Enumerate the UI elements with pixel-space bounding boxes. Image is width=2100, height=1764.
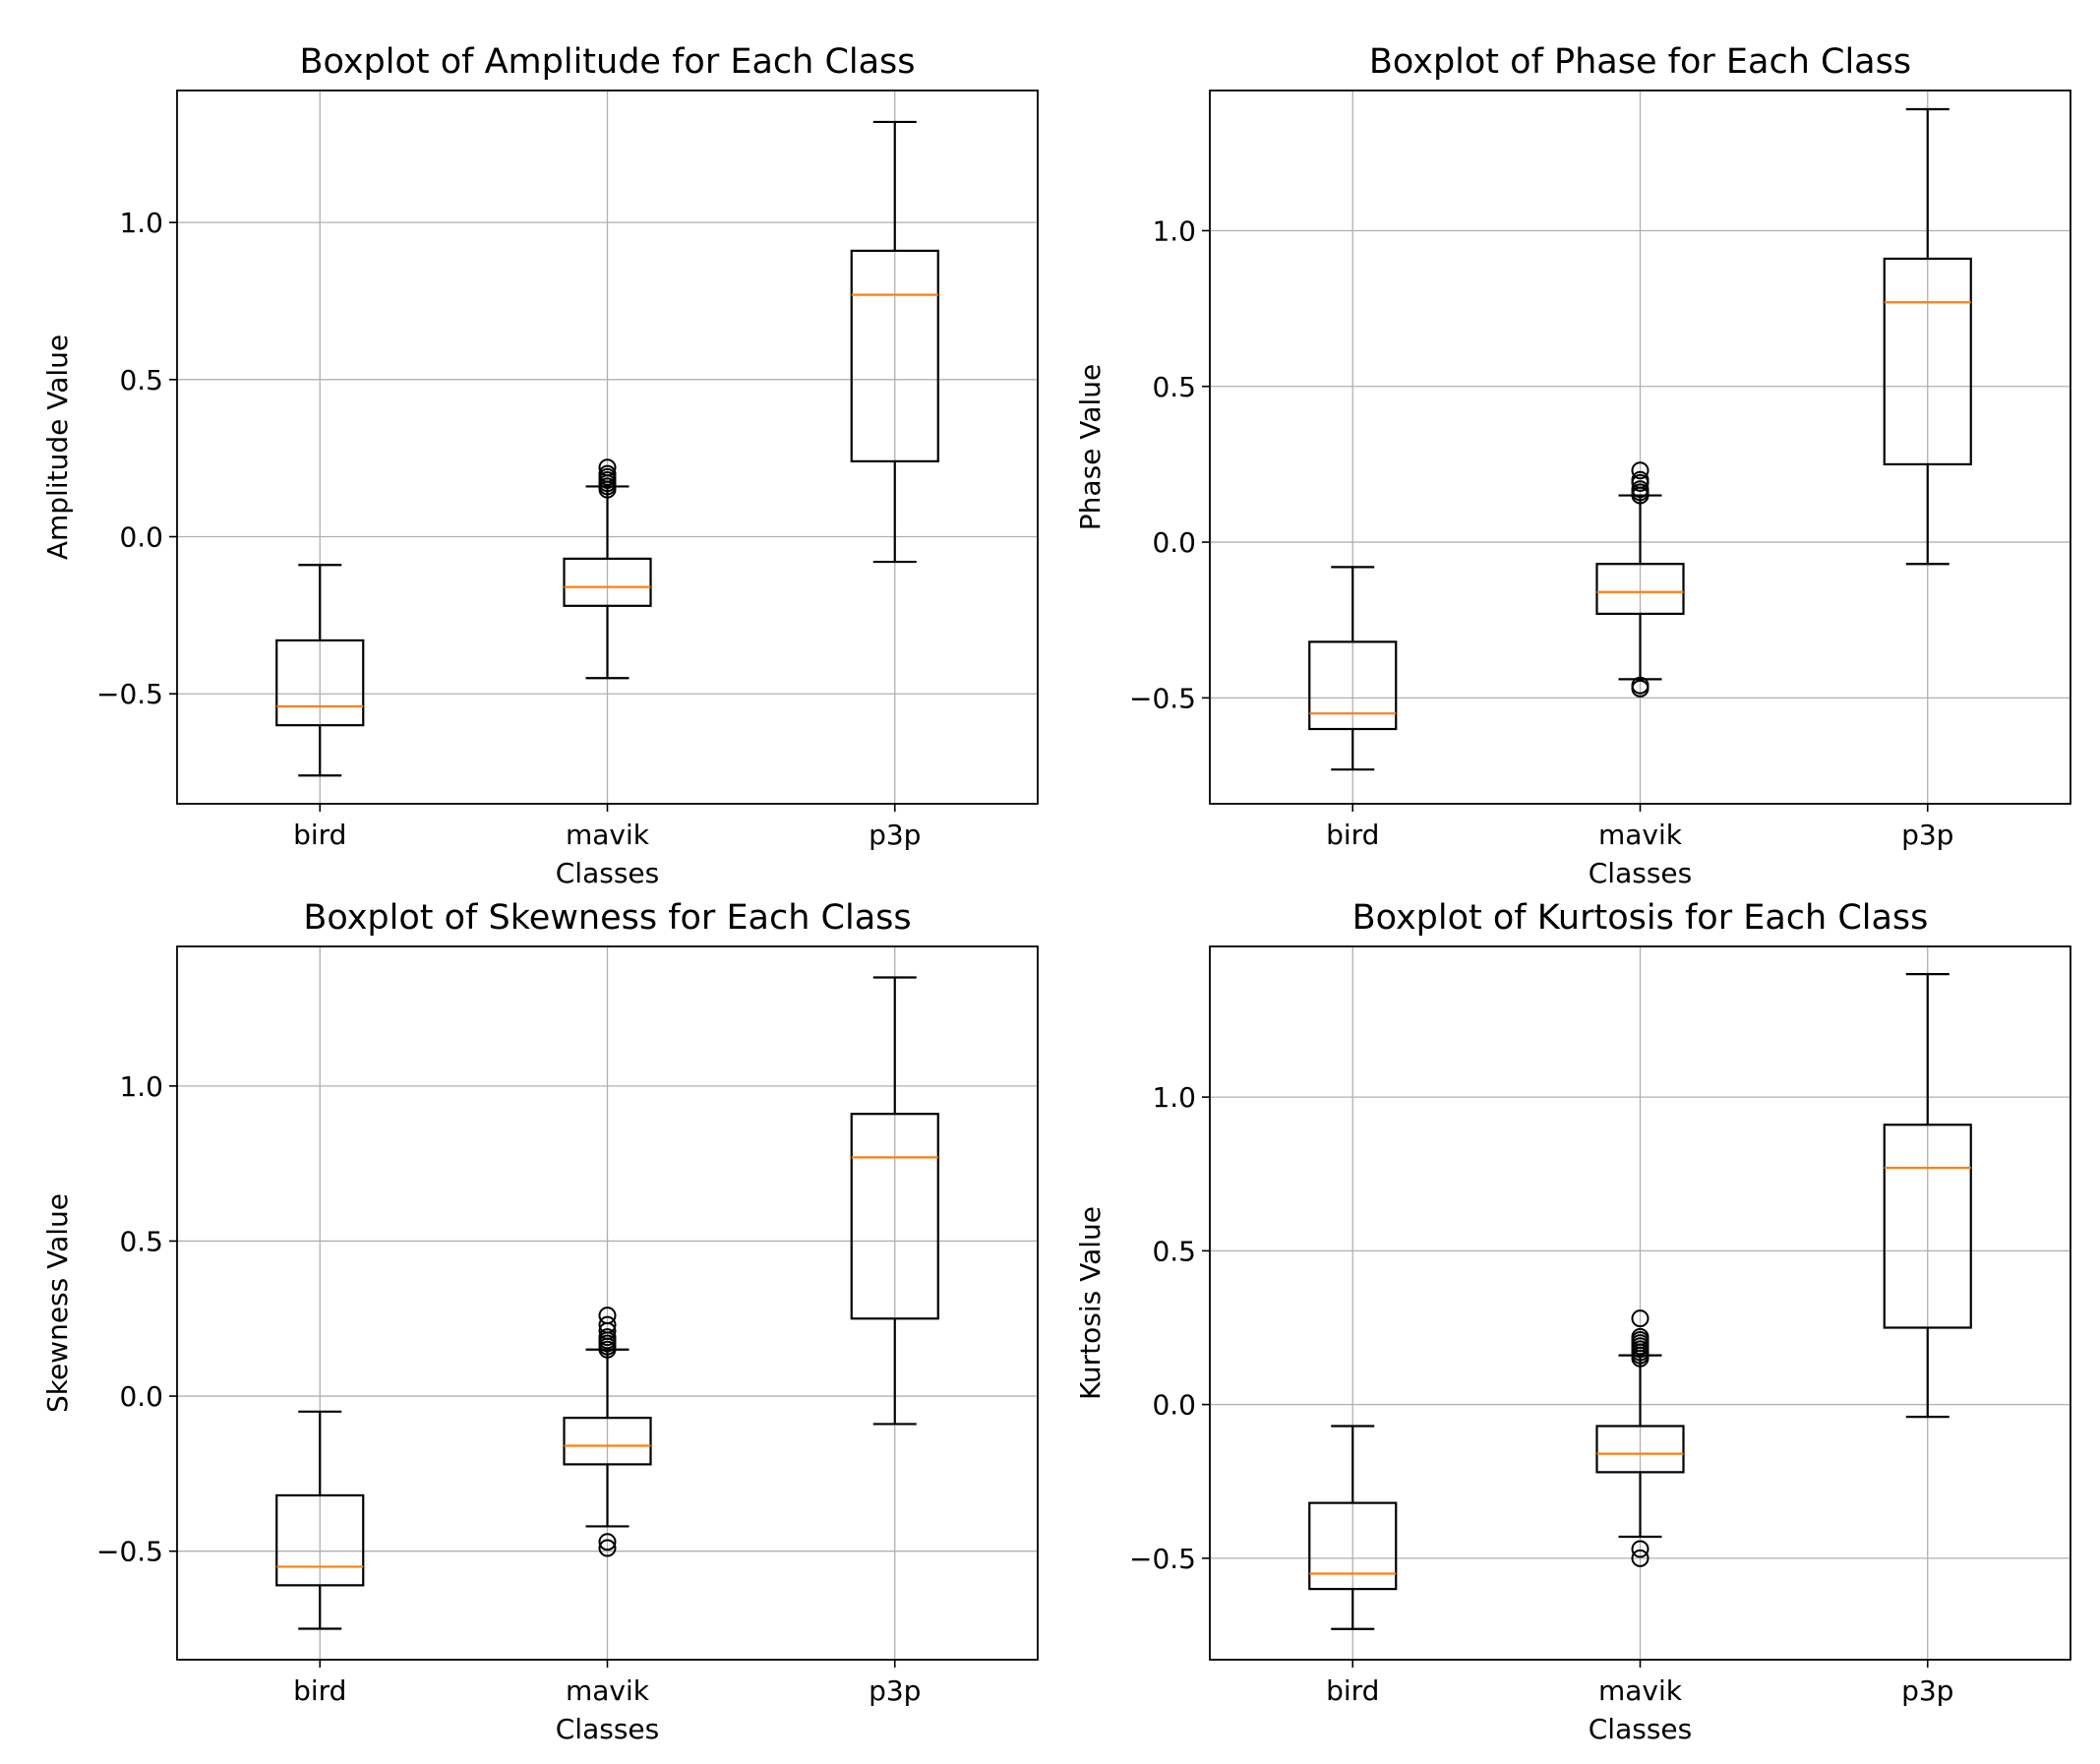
xtick-label: mavik [566, 1674, 650, 1707]
outlier-point [1631, 679, 1650, 698]
ytick-label: 0.5 [1152, 1235, 1196, 1267]
ytick-label: −0.5 [96, 678, 163, 710]
outlier-point [1631, 480, 1650, 499]
outlier-point [1631, 1309, 1650, 1328]
outlier-point [1631, 461, 1650, 480]
ytick-label: −0.5 [1129, 1543, 1196, 1575]
xtick-label: p3p [1901, 819, 1953, 851]
outlier-point [598, 1315, 617, 1334]
xtick-label: bird [293, 819, 346, 851]
iqr-box [563, 1417, 652, 1466]
ytick-label: 1.0 [1152, 214, 1196, 247]
box-p3p [850, 976, 939, 1426]
x-axis-label: Classes [1589, 857, 1692, 889]
xtick-label: mavik [1598, 819, 1683, 851]
xtick-label: mavik [566, 819, 650, 851]
outlier-point [598, 1328, 617, 1347]
ytick-label: 0.5 [119, 1225, 163, 1257]
ytick-label: 1.0 [119, 207, 163, 239]
subplot-3: −0.5 0.0 0.5 1.0 bird mavik p3p Boxplot of Skew… [41, 898, 1039, 1745]
xtick-label: p3p [869, 1674, 921, 1707]
subplot-2: −0.5 0.0 0.5 1.0 bird mavik p3p Boxplot of Phas… [1074, 42, 2071, 889]
iqr-box [1595, 563, 1685, 615]
xtick-label: bird [1326, 819, 1379, 851]
ytick-label: −0.5 [96, 1536, 163, 1568]
iqr-box [1883, 1124, 1972, 1329]
box-mavik [1595, 461, 1685, 698]
iqr-box [1595, 1425, 1685, 1474]
box-bird [1308, 566, 1398, 771]
outlier-point [1631, 1327, 1650, 1346]
iqr-box [275, 1493, 365, 1587]
iqr-box [563, 557, 652, 607]
box-p3p [1883, 107, 1972, 566]
ytick-label: 0.0 [1152, 1389, 1196, 1422]
y-axis-label: Skewness Value [41, 1193, 74, 1413]
subplot-title: Boxplot of Phase for Each Class [1369, 42, 1911, 82]
x-axis-label: Classes [1589, 1713, 1692, 1745]
xtick-label: bird [1326, 1674, 1379, 1707]
box-mavik [563, 1307, 652, 1557]
outlier-point [1631, 1549, 1650, 1567]
subplot-title: Boxplot of Kurtosis for Each Class [1352, 898, 1929, 938]
box-p3p [850, 120, 939, 564]
outlier-point [598, 458, 617, 477]
box-bird [275, 1410, 365, 1630]
outlier-point [1631, 1540, 1650, 1558]
box-bird [1308, 1425, 1398, 1630]
xtick-label: mavik [1598, 1674, 1683, 1707]
outlier-point [598, 1307, 617, 1325]
y-axis-label: Phase Value [1074, 364, 1107, 530]
iqr-box [1308, 640, 1398, 731]
iqr-box [1308, 1501, 1398, 1591]
iqr-box [275, 639, 365, 727]
ytick-label: 0.0 [119, 1380, 163, 1413]
xtick-label: p3p [1901, 1674, 1953, 1707]
ytick-label: 0.0 [119, 521, 163, 554]
outlier-point [1631, 470, 1650, 489]
ytick-label: 1.0 [1152, 1081, 1196, 1114]
xtick-label: p3p [869, 819, 921, 851]
box-mavik [563, 458, 652, 680]
ytick-label: −0.5 [1129, 682, 1196, 714]
box-bird [275, 564, 365, 777]
subplot-1: −0.5 0.0 0.5 1.0 bird mavik p3p Boxplot of Ampl… [41, 42, 1039, 889]
iqr-box [850, 249, 939, 462]
subplot-title: Boxplot of Amplitude for Each Class [299, 42, 915, 82]
ytick-label: 0.5 [119, 364, 163, 396]
ytick-label: 1.0 [119, 1070, 163, 1103]
box-mavik [1595, 1309, 1685, 1567]
outlier-point [598, 1533, 617, 1551]
outlier-point [598, 464, 617, 483]
x-axis-label: Classes [556, 857, 659, 889]
box-p3p [1883, 973, 1972, 1419]
ytick-label: 0.0 [1152, 526, 1196, 559]
y-axis-label: Amplitude Value [41, 335, 74, 560]
ytick-label: 0.5 [1152, 371, 1196, 403]
x-axis-label: Classes [556, 1713, 659, 1745]
iqr-box [1883, 257, 1972, 466]
subplot-title: Boxplot of Skewness for Each Class [303, 898, 911, 938]
iqr-box [850, 1113, 939, 1320]
outlier-point [598, 1539, 617, 1557]
subplot-4: −0.5 0.0 0.5 1.0 bird mavik p3p Boxplot of Kurt… [1074, 898, 2071, 1745]
y-axis-label: Kurtosis Value [1074, 1206, 1107, 1400]
xtick-label: bird [293, 1674, 346, 1707]
